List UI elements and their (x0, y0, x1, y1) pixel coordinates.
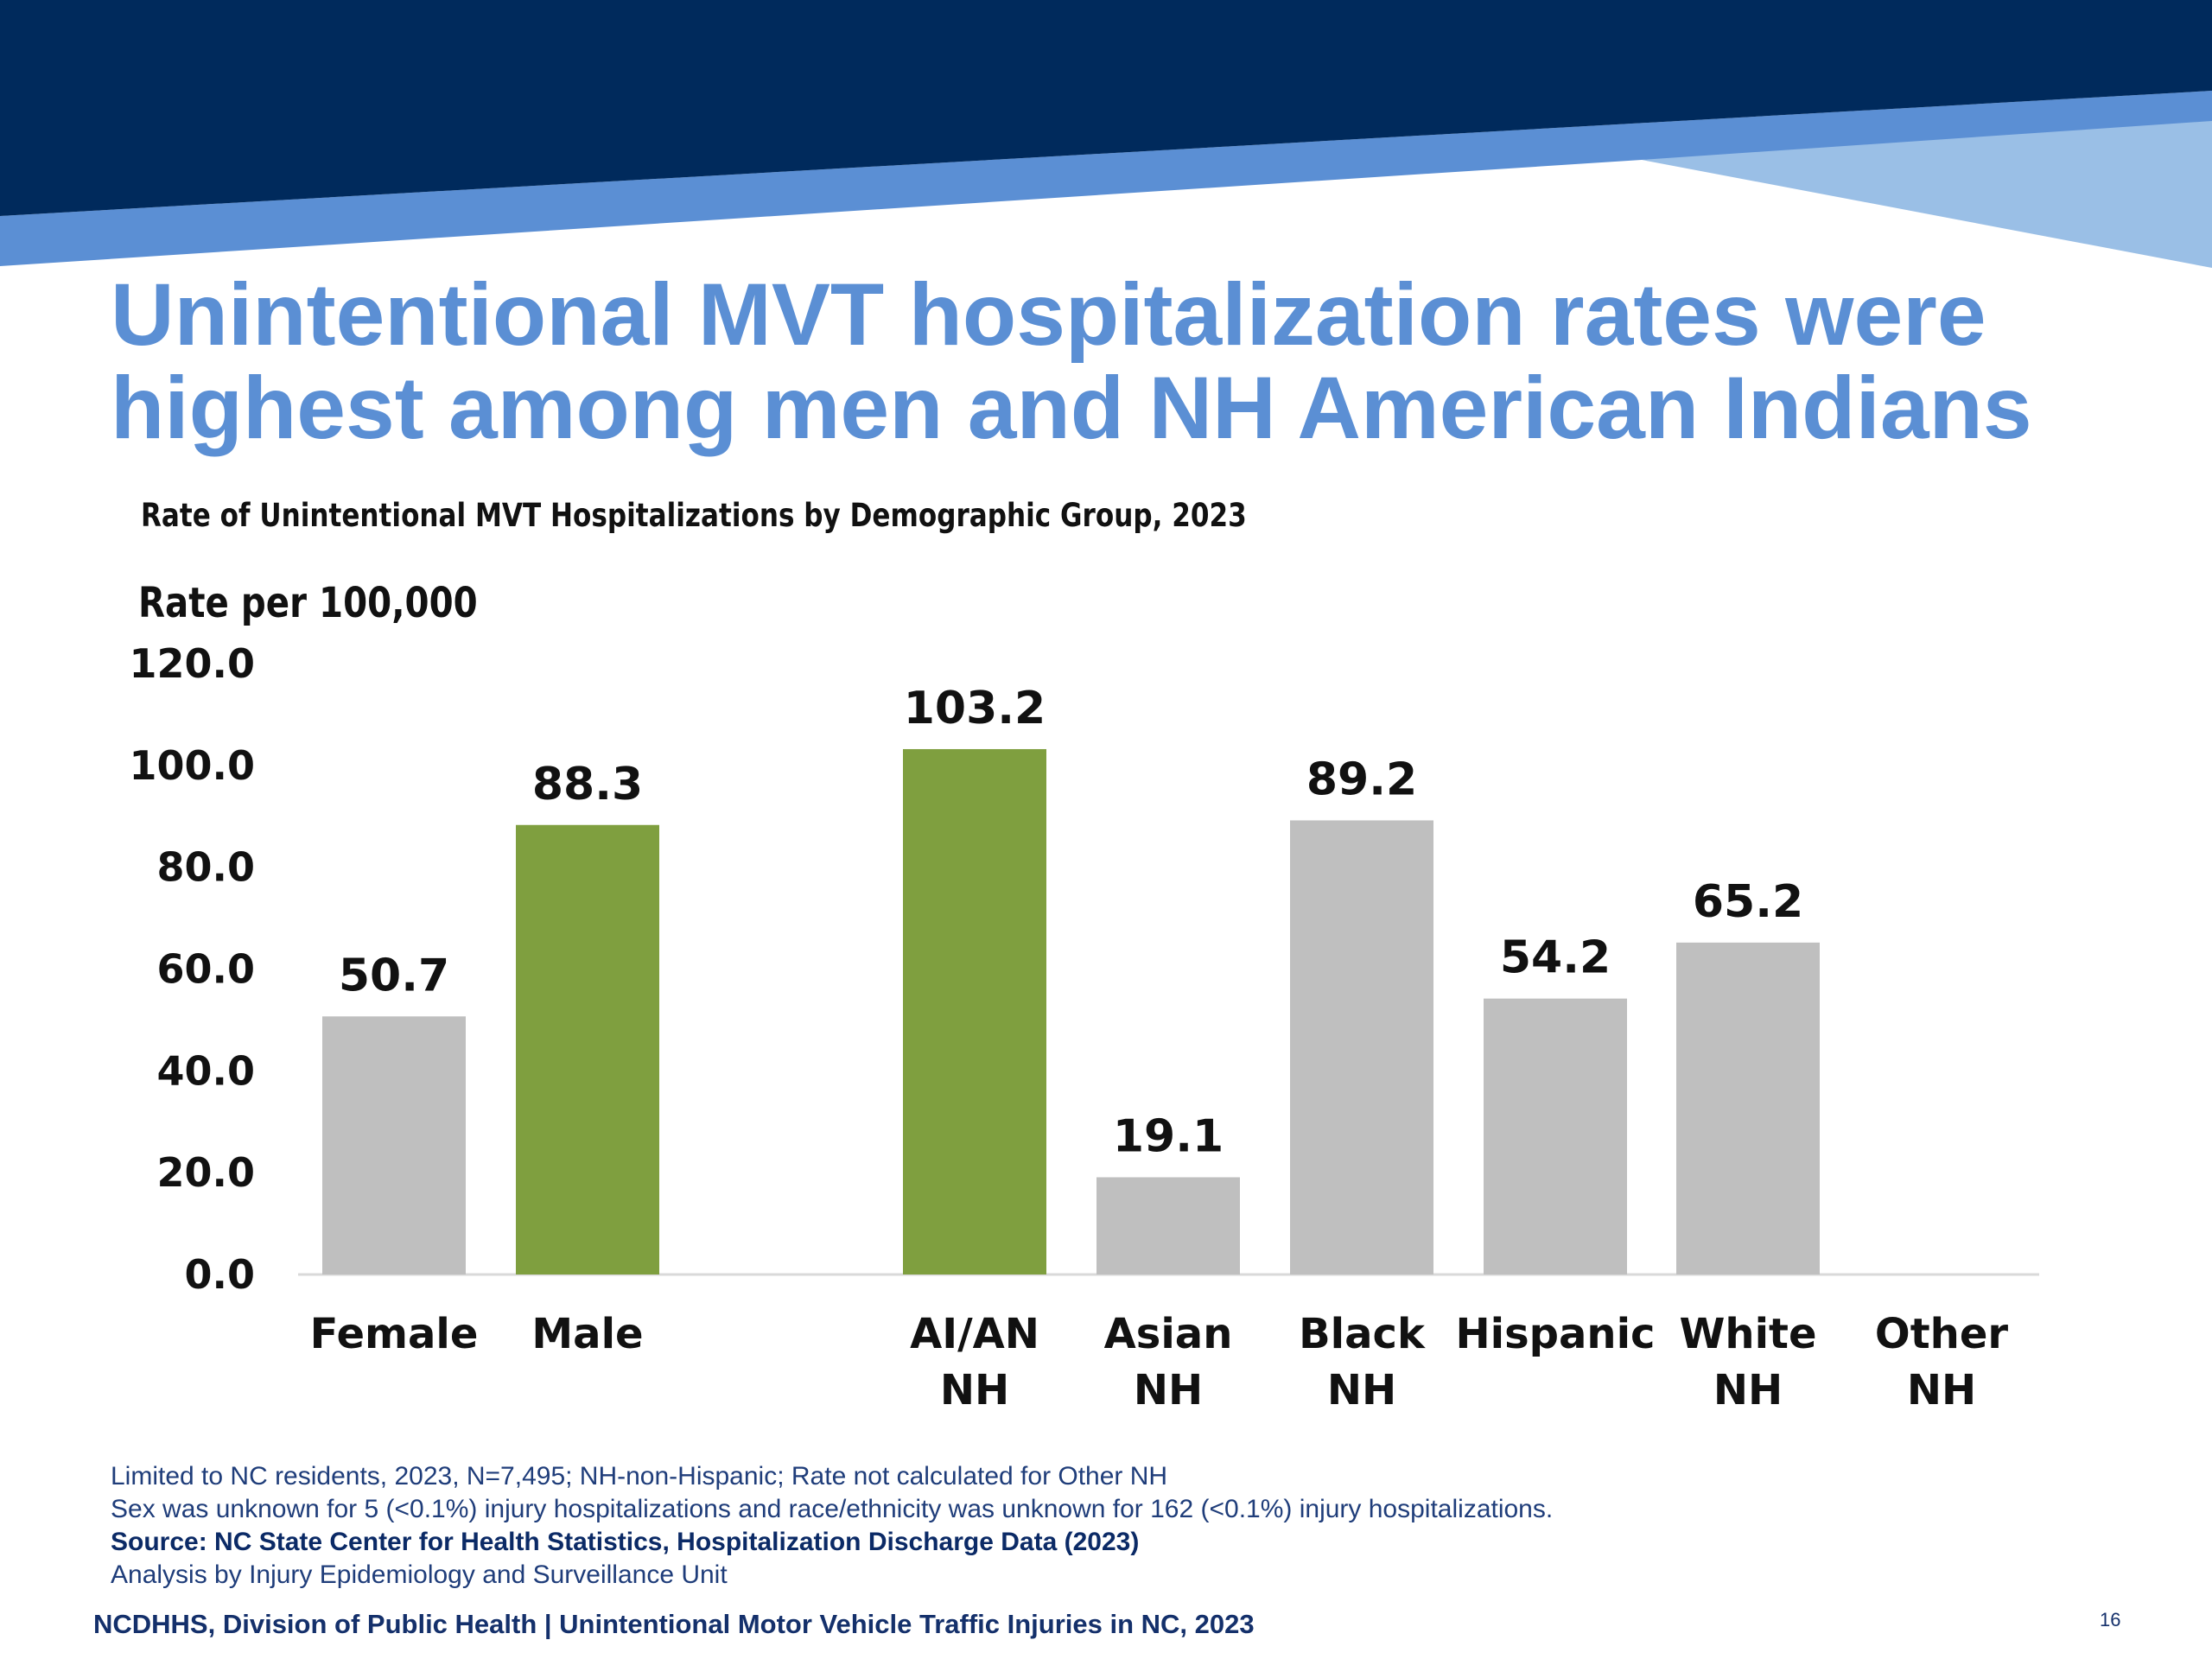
x-tick-label: AI/AN (910, 1310, 1039, 1358)
data-label: 88.3 (532, 759, 643, 810)
footer-text: NCDHHS, Division of Public Health | Unin… (93, 1609, 1255, 1639)
bar (903, 748, 1046, 1274)
x-tick-label: Male (531, 1310, 643, 1358)
bar (1290, 820, 1433, 1274)
data-label: 103.2 (904, 683, 1046, 734)
y-tick-label: 40.0 (157, 1047, 256, 1094)
bar (1676, 942, 1820, 1274)
banner-mid-blue-band (0, 91, 2212, 266)
page-number: 16 (2100, 1609, 2121, 1630)
bar (516, 824, 659, 1274)
x-tick-label: Black (1299, 1310, 1426, 1358)
slide-title: Unintentional MVT hospitalization rates … (111, 265, 2032, 457)
banner-navy-band (0, 0, 2212, 216)
data-label: 19.1 (1113, 1110, 1224, 1162)
y-tick-label: 60.0 (157, 946, 256, 993)
note-analysis: Analysis by Injury Epidemiology and Surv… (111, 1560, 728, 1589)
chart-y-axis-label: Rate per 100,000 (138, 579, 478, 627)
x-tick-label: Asian (1104, 1310, 1233, 1358)
data-label: 89.2 (1306, 753, 1417, 805)
x-tick-label: NH (1907, 1366, 1976, 1414)
x-tick-label: NH (1134, 1366, 1203, 1414)
bar (322, 1016, 466, 1274)
data-label: 50.7 (339, 950, 449, 1001)
x-tick-label: NH (1327, 1366, 1396, 1414)
data-label: 54.2 (1500, 932, 1611, 984)
x-tick-label: Female (310, 1310, 479, 1358)
note-limited: Limited to NC residents, 2023, N=7,495; … (111, 1462, 1168, 1491)
y-tick-label: 80.0 (157, 844, 256, 891)
x-tick-label: NH (1713, 1366, 1783, 1414)
data-label: 65.2 (1693, 876, 1803, 928)
bar (1484, 998, 1627, 1274)
banner-light-blue-band (1642, 104, 2212, 268)
x-tick-label: Other (1875, 1310, 2008, 1358)
note-unknown: Sex was unknown for 5 (<0.1%) injury hos… (111, 1495, 1554, 1523)
x-tick-label: Hispanic (1455, 1310, 1655, 1358)
note-source: Source: NC State Center for Health Stati… (111, 1528, 1140, 1556)
y-tick-label: 120.0 (129, 640, 255, 687)
y-tick-label: 100.0 (129, 742, 255, 789)
y-tick-label: 20.0 (157, 1149, 256, 1196)
header-banner (0, 0, 2212, 268)
bar (1096, 1177, 1240, 1274)
x-tick-label: NH (940, 1366, 1009, 1414)
y-tick-label: 0.0 (185, 1251, 256, 1298)
x-tick-label: White (1679, 1310, 1816, 1358)
chart-title: Rate of Unintentional MVT Hospitalizatio… (141, 497, 1247, 534)
